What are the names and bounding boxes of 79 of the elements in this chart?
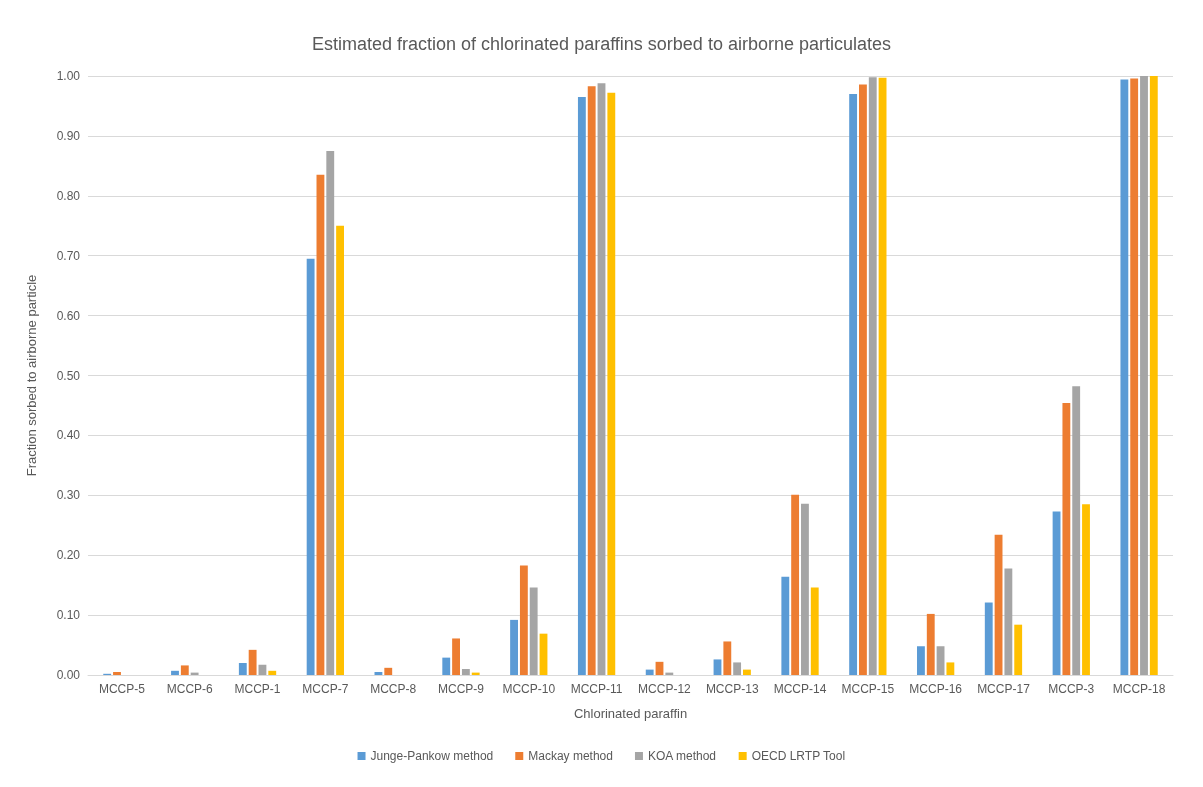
bar [946,662,955,675]
bar [723,641,732,675]
bar [1149,76,1158,675]
x-axis-title: Chlorinated paraffin [573,706,688,721]
x-tick-label: MCCP-13 [705,682,759,696]
y-tick-label: 0.50 [56,368,81,383]
bar [791,494,800,675]
bar [1082,504,1090,675]
legend-label: Mackay method [528,749,613,763]
bar [607,92,616,675]
x-tick-label: MCCP-14 [773,682,827,696]
x-tick-label: MCCP-3 [1048,682,1095,696]
bar [713,659,722,675]
bar [1130,78,1139,675]
x-tick-label: MCCP-11 [570,682,623,696]
bar [859,84,867,675]
chart-title: Estimated fraction of chlorinated paraffins sorbed to airborne particulates [312,34,891,54]
bar [1120,79,1129,675]
bar [1062,403,1071,675]
bar [452,638,460,675]
y-tick-label: 0.90 [56,128,81,143]
bar [268,670,277,675]
x-tick-label: MCCP-10 [502,682,556,696]
legend-label: OECD LRTP Tool [751,749,846,763]
bar [336,225,344,675]
x-tick-label: MCCP-17 [977,682,1031,696]
x-tick-label: MCCP-16 [909,682,963,696]
bar [113,672,121,675]
bar [248,649,257,675]
y-tick-label: 0.70 [56,248,81,263]
x-tick-label: MCCP-7 [302,682,349,696]
bar [519,565,528,675]
bar [926,613,935,675]
y-tick-label: 1.00 [56,69,81,83]
x-tick-label: MCCP-15 [841,682,895,696]
y-tick-label: 0.30 [56,488,81,503]
y-tick-label: 0.20 [56,548,81,563]
bar [577,96,586,675]
bar [1140,76,1148,675]
bar [171,670,179,675]
bar [1072,386,1081,675]
bar [781,576,790,675]
y-axis-title: Fraction sorbed to airborne particle [24,274,39,477]
y-tick-label: 0.80 [56,188,81,203]
bar [936,646,945,675]
bar [733,662,742,675]
bar [743,669,751,675]
x-tick-label: MCCP-9 [437,682,485,696]
bar [801,503,809,675]
y-tick-label: 0.10 [56,608,81,623]
x-tick-label: MCCP-8 [370,682,417,696]
bar [238,663,247,675]
bar [529,587,538,675]
bar [849,93,858,675]
x-tick-label: MCCP-6 [166,682,214,696]
bar [326,150,335,675]
bar [810,587,819,675]
x-tick-label: MCCP-5 [98,682,146,696]
bar [461,669,470,675]
bar [1014,624,1023,675]
x-tick-label: MCCP-1 [234,682,281,696]
bar [645,669,654,675]
bar [510,619,518,675]
bar [1004,568,1013,675]
bar [384,667,393,675]
bar [917,646,925,675]
bar [984,602,993,675]
legend-label: Junge-Pankow method [370,749,494,763]
x-tick-label: MCCP-12 [638,682,692,696]
bar [587,86,596,675]
bar [306,258,315,675]
y-tick-label: 0.60 [56,308,81,323]
bar [442,657,451,675]
legend-label: KOA method [647,749,717,763]
bar [180,665,189,675]
x-tick-label: MCCP-18 [1112,682,1166,696]
y-tick-label: 0.40 [56,428,81,443]
bar [868,77,877,675]
y-tick-label: 0.00 [56,668,81,682]
